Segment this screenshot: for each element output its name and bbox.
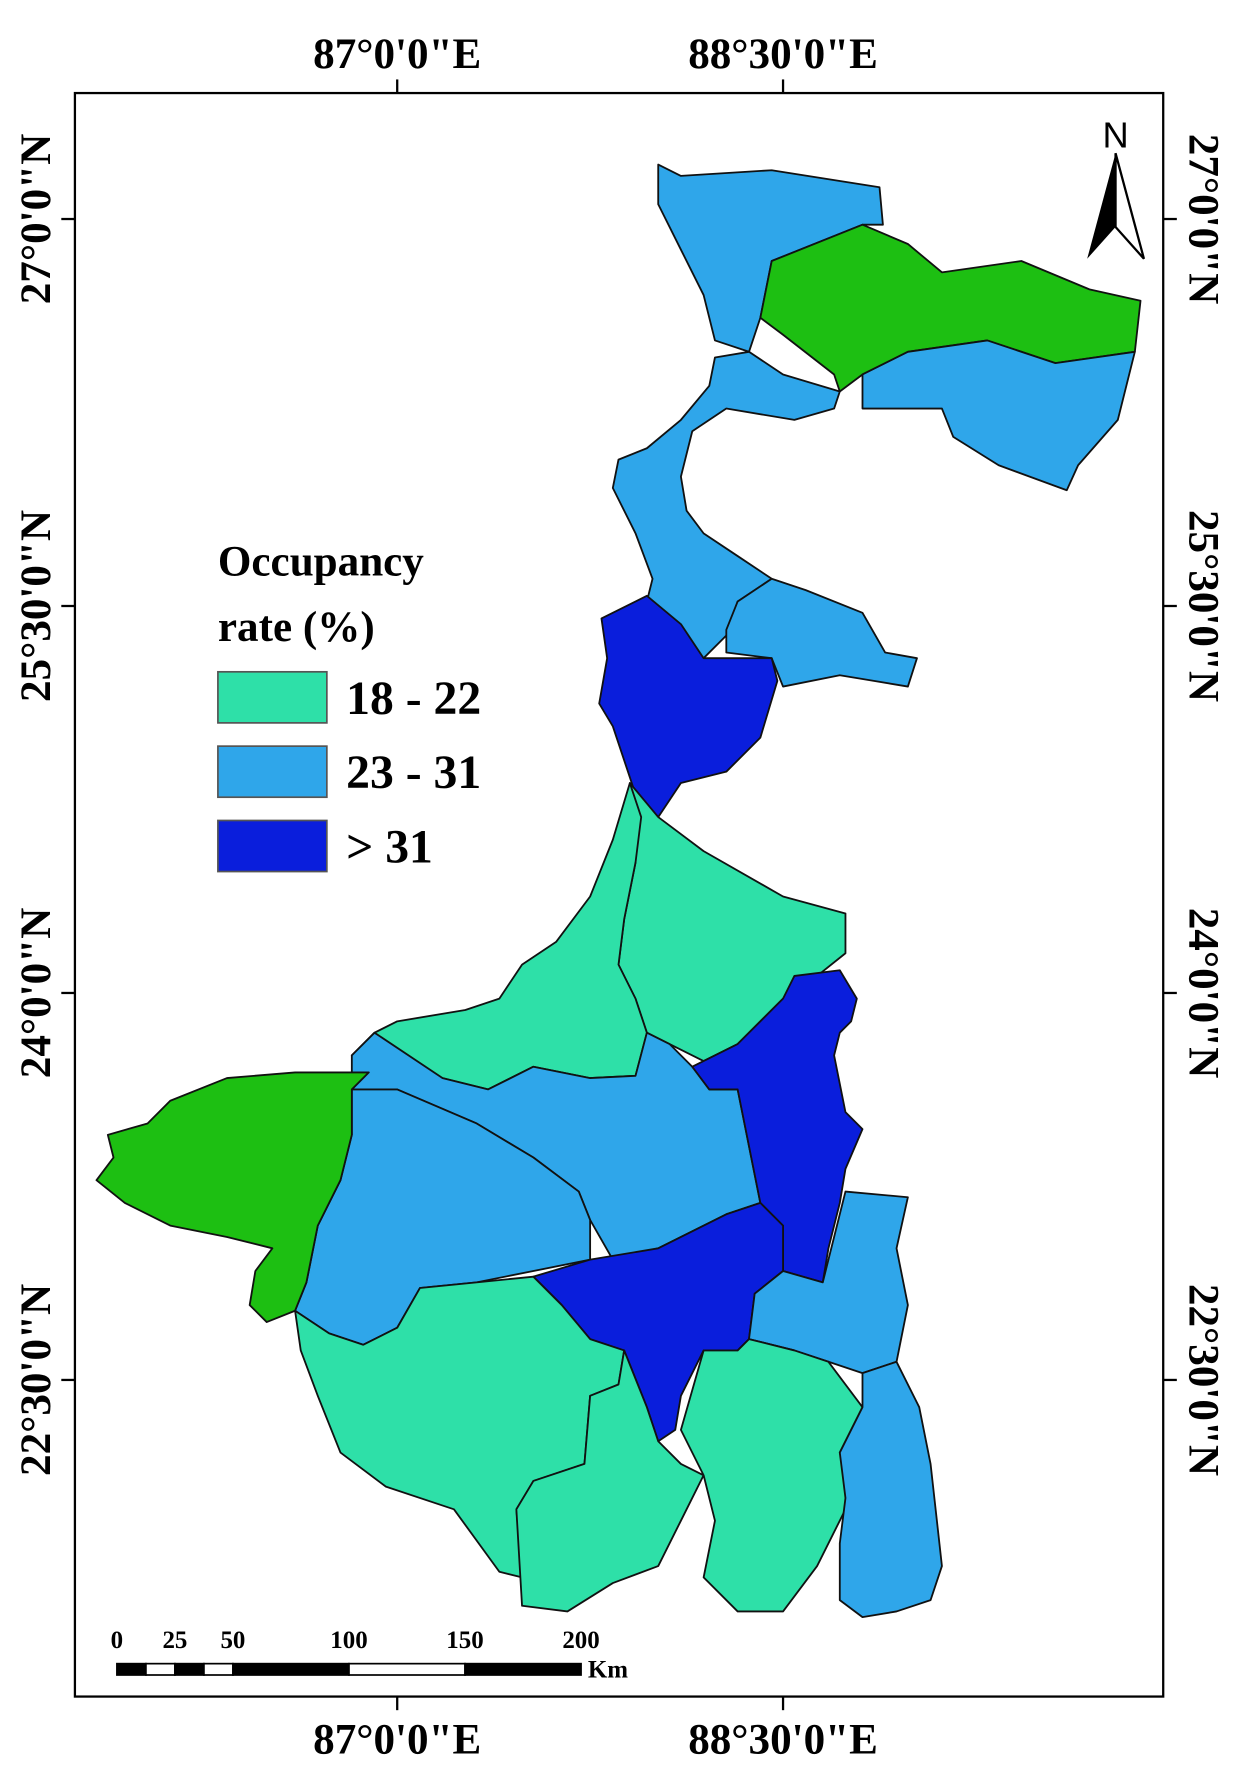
scale-segment	[174, 1662, 205, 1676]
scale-segment	[348, 1662, 466, 1676]
longitude-label: 88°30'0"E	[688, 1716, 878, 1763]
legend-label: > 31	[346, 821, 433, 873]
latitude-label: 25°30'0"N	[13, 510, 60, 702]
district	[598, 594, 779, 818]
latitude-label: 27°0'0"N	[13, 134, 60, 305]
latitude-label: 24°0'0"N	[1179, 908, 1226, 1079]
longitude-label: 88°30'0"E	[688, 31, 878, 78]
scale-label: 200	[562, 1627, 599, 1654]
north-arrow-right	[1114, 152, 1146, 260]
legend-label: 18 - 22	[346, 673, 481, 725]
north-arrow-left	[1087, 153, 1116, 259]
legend-swatch	[217, 670, 328, 724]
district	[725, 577, 918, 688]
district	[691, 969, 864, 1284]
coordinate-labels: 87°0'0"E 87°0'0"E 88°30'0"E 88°30'0"E 27°0'0…	[13, 31, 1226, 1763]
north-arrow: N	[1087, 115, 1146, 260]
legend-title: Occupancy	[218, 538, 424, 585]
latitude-label: 22°30'0"N	[13, 1284, 60, 1476]
scale-segment	[232, 1662, 350, 1676]
scale-segment	[464, 1662, 582, 1676]
latitude-label: 25°30'0"N	[1179, 510, 1226, 702]
scale-unit: Km	[588, 1656, 628, 1683]
district	[95, 1071, 370, 1323]
district	[861, 339, 1136, 492]
longitude-label: 87°0'0"E	[313, 1716, 481, 1763]
latitude-label: 22°30'0"N	[1179, 1284, 1226, 1476]
legend-label: 23 - 31	[346, 747, 481, 799]
scale-label: 100	[330, 1627, 367, 1654]
legend: Occupancy rate (%) 18 - 22 23 - 31 > 31	[217, 538, 481, 873]
legend-title: rate (%)	[218, 604, 375, 651]
latitude-label: 24°0'0"N	[13, 908, 60, 1079]
scale-label: 0	[111, 1627, 123, 1654]
scale-label: 150	[446, 1627, 483, 1654]
longitude-label: 87°0'0"E	[313, 31, 481, 78]
legend-swatch	[217, 819, 328, 873]
districts	[95, 163, 1142, 1619]
scale-segment	[145, 1662, 176, 1676]
scale-label: 50	[220, 1627, 245, 1654]
district	[838, 1360, 943, 1619]
scale-label: 25	[162, 1627, 187, 1654]
latitude-label: 27°0'0"N	[1179, 134, 1226, 305]
legend-swatch	[217, 745, 328, 799]
north-label: N	[1102, 115, 1128, 156]
district	[515, 1349, 705, 1613]
scale-segment	[116, 1662, 147, 1676]
scale-segment	[203, 1662, 234, 1676]
